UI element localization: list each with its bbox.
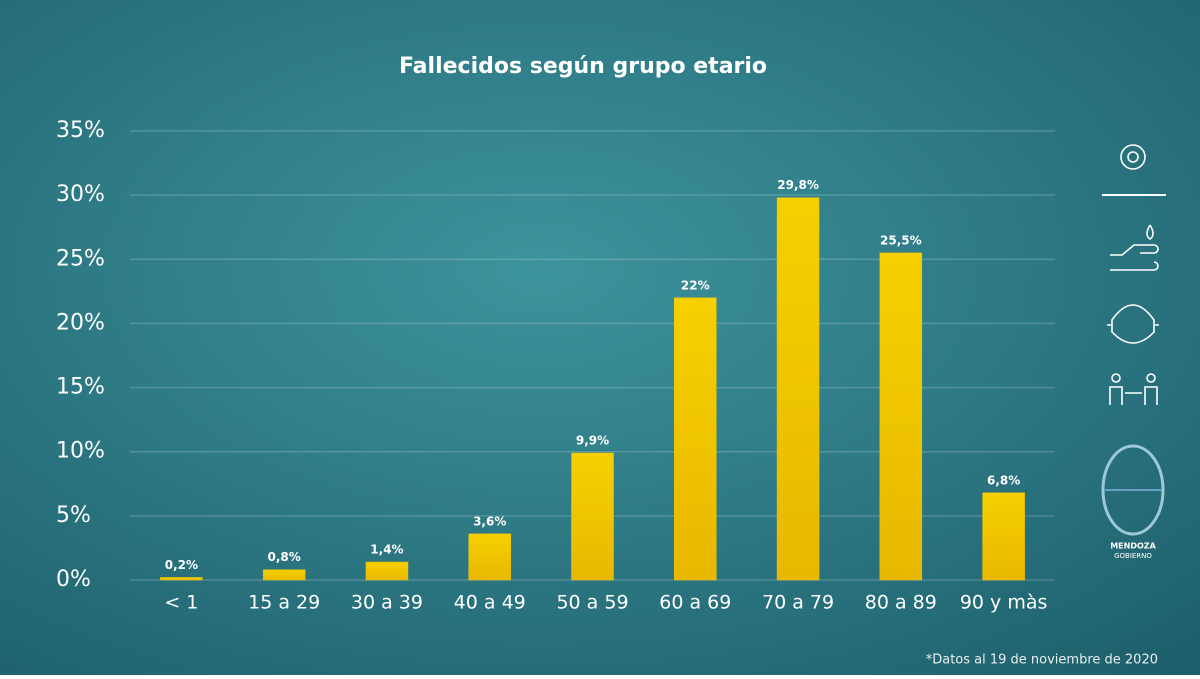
- y-tick-label: 0%: [56, 567, 91, 592]
- x-tick-label: 40 a 49: [454, 592, 526, 614]
- bar: [365, 561, 409, 581]
- bar: [571, 452, 614, 581]
- x-tick-label: 90 y màs: [960, 592, 1048, 614]
- value-label: 25,5%: [880, 233, 922, 247]
- y-tick-label: 25%: [56, 246, 105, 271]
- icons: [1101, 144, 1166, 536]
- y-tick-label: 10%: [56, 439, 105, 464]
- y-tick-label: 5%: [56, 503, 91, 528]
- brand-line: GOBIERNO: [1114, 552, 1152, 560]
- bar: [674, 297, 717, 581]
- value-label: 29,8%: [777, 178, 819, 192]
- value-label: 3,6%: [473, 514, 506, 528]
- chart-title: Fallecidos según grupo etario: [399, 54, 767, 79]
- bar: [160, 577, 203, 581]
- value-label: 0,8%: [268, 550, 301, 564]
- footnote: *Datos al 19 de noviembre de 2020: [926, 653, 1158, 668]
- bar: [262, 569, 306, 581]
- x-tick-label: 15 a 29: [248, 592, 320, 614]
- value-label: 1,4%: [370, 543, 403, 557]
- value-label: 9,9%: [576, 433, 609, 447]
- bar: [468, 533, 511, 581]
- bar: [982, 492, 1025, 581]
- y-tick-label: 35%: [56, 118, 105, 143]
- bar: [879, 252, 923, 581]
- y-tick-label: 30%: [56, 182, 105, 207]
- brand-line: MENDOZA: [1110, 542, 1156, 551]
- value-label: 0,2%: [165, 558, 198, 572]
- x-tick-label: 50 a 59: [556, 592, 628, 614]
- x-tick-label: 30 a 39: [351, 592, 423, 614]
- x-tick-label: 70 a 79: [762, 592, 834, 614]
- x-tick-label: 80 a 89: [865, 592, 937, 614]
- y-tick-label: 20%: [56, 310, 105, 335]
- value-label: 6,8%: [987, 473, 1020, 487]
- bar: [776, 197, 820, 581]
- x-tick-label: 60 a 69: [659, 592, 731, 614]
- y-tick-label: 15%: [56, 375, 105, 400]
- value-label: 22%: [681, 278, 710, 292]
- x-tick-label: < 1: [164, 592, 198, 614]
